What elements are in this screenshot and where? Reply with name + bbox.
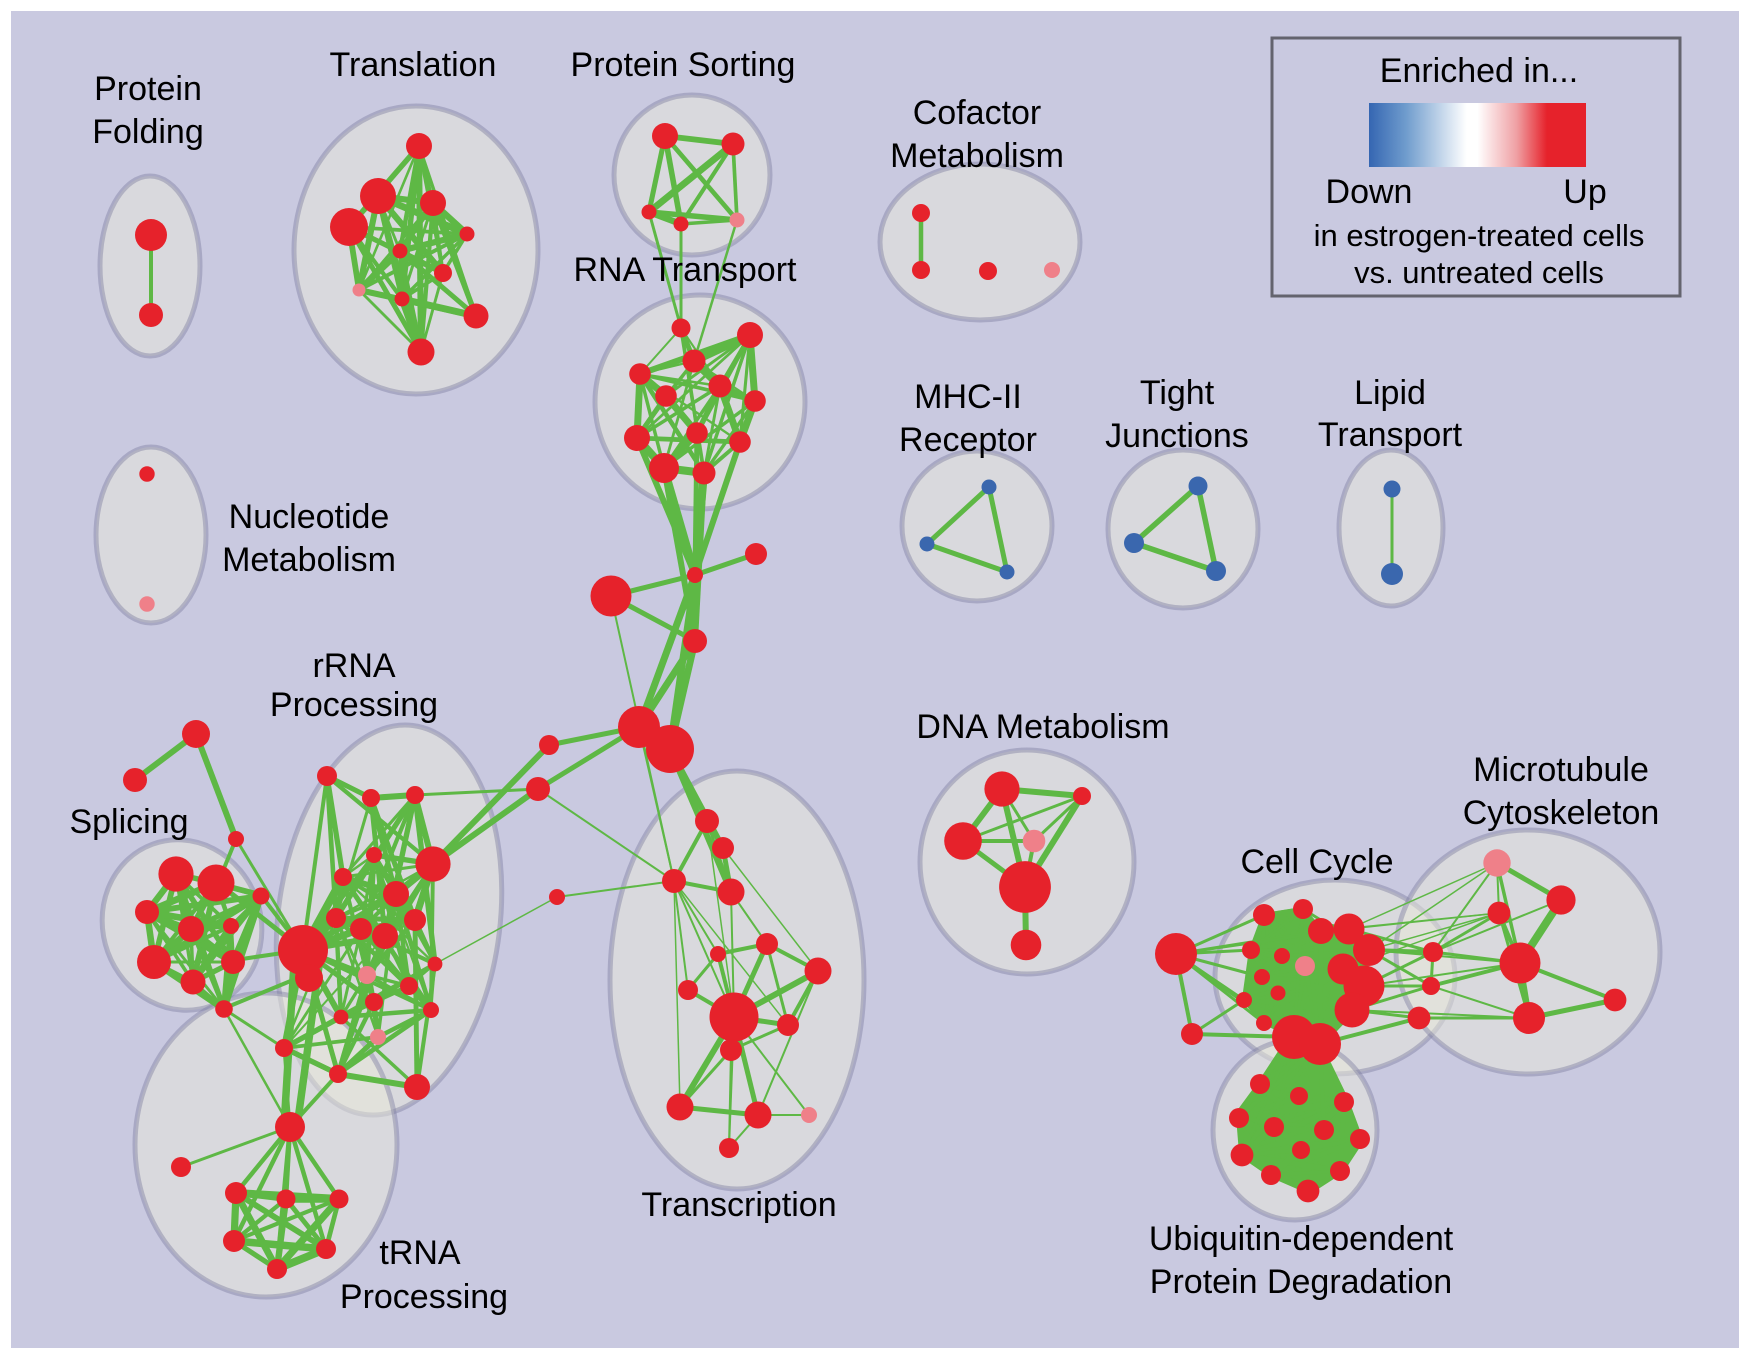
svg-text:Microtubule: Microtubule — [1473, 751, 1649, 789]
svg-text:Transport: Transport — [1318, 416, 1463, 454]
svg-text:Lipid: Lipid — [1354, 374, 1426, 412]
svg-text:Nucleotide: Nucleotide — [229, 498, 390, 536]
svg-text:Transcription: Transcription — [641, 1186, 836, 1224]
svg-text:Protein Sorting: Protein Sorting — [571, 46, 796, 84]
svg-text:Cell Cycle: Cell Cycle — [1240, 843, 1393, 881]
svg-text:Tight: Tight — [1140, 374, 1215, 412]
svg-text:RNA Transport: RNA Transport — [574, 251, 798, 289]
svg-text:in estrogen-treated cells: in estrogen-treated cells — [1314, 218, 1645, 253]
svg-text:vs. untreated cells: vs. untreated cells — [1354, 255, 1604, 290]
svg-text:Cofactor: Cofactor — [913, 94, 1042, 132]
svg-text:Translation: Translation — [330, 46, 497, 84]
svg-text:Cytoskeleton: Cytoskeleton — [1463, 794, 1660, 832]
svg-text:Metabolism: Metabolism — [222, 541, 396, 579]
svg-text:Down: Down — [1326, 173, 1413, 211]
svg-text:Ubiquitin-dependent: Ubiquitin-dependent — [1149, 1220, 1454, 1258]
svg-text:rRNA: rRNA — [312, 647, 395, 685]
svg-text:Receptor: Receptor — [899, 421, 1037, 459]
svg-text:Junctions: Junctions — [1105, 417, 1249, 455]
svg-text:MHC-II: MHC-II — [914, 378, 1022, 416]
svg-text:Up: Up — [1563, 173, 1606, 211]
svg-text:Metabolism: Metabolism — [890, 137, 1064, 175]
svg-text:Splicing: Splicing — [69, 803, 188, 841]
svg-text:Processing: Processing — [270, 686, 438, 724]
svg-text:Processing: Processing — [340, 1278, 508, 1316]
svg-text:Protein Degradation: Protein Degradation — [1150, 1263, 1452, 1301]
svg-text:Enriched in...: Enriched in... — [1380, 52, 1578, 90]
svg-text:DNA Metabolism: DNA Metabolism — [916, 708, 1169, 746]
svg-text:Folding: Folding — [92, 113, 204, 151]
svg-text:tRNA: tRNA — [379, 1234, 461, 1272]
svg-text:Protein: Protein — [94, 70, 202, 108]
